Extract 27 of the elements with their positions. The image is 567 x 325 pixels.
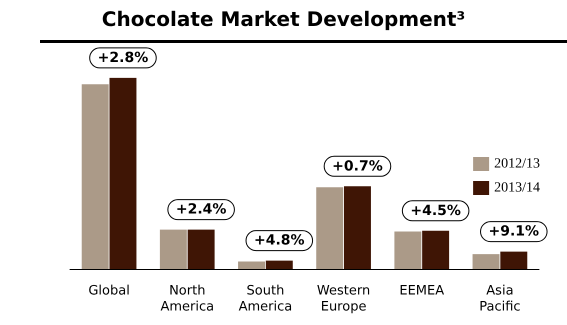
annotation: +2.8% [98, 50, 148, 66]
annotation: +2.4% [176, 202, 226, 218]
annotation: +4.8% [254, 232, 305, 249]
bar [109, 78, 136, 269]
legend-label: 2012/13 [494, 156, 540, 172]
bar [266, 260, 293, 269]
bar [316, 187, 344, 269]
x-tick-label: Global [88, 284, 130, 298]
x-tick-label: Asia Pacific [479, 284, 521, 314]
bar [82, 84, 109, 269]
x-tick-label: North America [160, 284, 214, 314]
annotation: +9.1% [488, 224, 540, 240]
x-tick-label: EEMEA [399, 284, 444, 298]
legend-label: 2013/14 [494, 180, 540, 196]
bar [394, 232, 422, 269]
bar [472, 254, 500, 269]
x-tick-label: Western Europe [316, 284, 370, 314]
x-tick-label: South America [238, 284, 292, 314]
bar [188, 230, 215, 269]
bar [344, 186, 371, 269]
bar [160, 230, 187, 269]
chart-title: Chocolate Market Development³ [102, 7, 466, 31]
bar [422, 230, 450, 269]
annotation: +0.7% [332, 158, 383, 174]
annotation: +4.5% [410, 202, 461, 219]
bar [238, 262, 266, 269]
bar [500, 252, 528, 269]
